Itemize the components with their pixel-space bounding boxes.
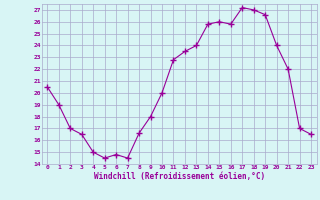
X-axis label: Windchill (Refroidissement éolien,°C): Windchill (Refroidissement éolien,°C) (94, 172, 265, 181)
